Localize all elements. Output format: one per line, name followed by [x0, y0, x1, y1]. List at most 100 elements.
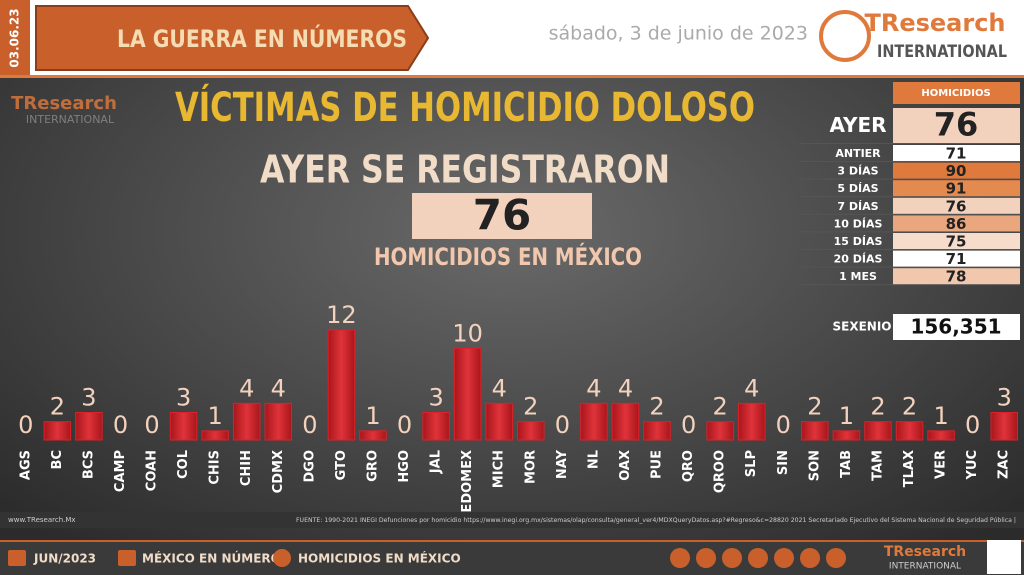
row-value: 78 [946, 268, 967, 286]
row-value: 76 [934, 106, 979, 144]
x-tick-label: TAM [870, 450, 885, 481]
row-line [800, 284, 1020, 286]
x-tick-label: MOR [523, 450, 538, 484]
bar [169, 412, 198, 441]
value-label: 1 [839, 402, 854, 430]
value-label: 1 [208, 402, 223, 430]
row-value: 71 [946, 250, 967, 268]
sexenio-label: SEXENIO [833, 320, 892, 334]
row-value: 71 [946, 145, 967, 163]
x-tick-label: SON [807, 450, 822, 481]
bar [895, 421, 924, 441]
value-label: 0 [555, 411, 570, 439]
value-label: 4 [618, 374, 633, 402]
tab-date: JUN/2023 [33, 552, 96, 566]
value-label: 0 [776, 411, 791, 439]
x-tick-label: NAY [555, 449, 570, 479]
bar-chart: 0 AGS 2 BC 3 BCS 0 CAMP 0 COAH 3 COL 1 CHIS 4 CHIH 4 CDMX… [18, 301, 1018, 513]
logo-main: TResearch [864, 9, 1005, 37]
value-label: 0 [113, 411, 128, 439]
value-label: 2 [713, 393, 728, 421]
row-cell [893, 197, 1020, 214]
x-tick-label: NL [586, 450, 601, 469]
x-tick-label: VER [934, 450, 949, 479]
x-tick-label: TLAX [902, 450, 917, 487]
row-line [800, 231, 1020, 233]
value-label: 0 [681, 411, 696, 439]
row-value: 76 [946, 197, 967, 215]
footer-logo-sub: INTERNATIONAL [889, 562, 961, 572]
row-line [800, 196, 1020, 198]
bar [485, 402, 513, 441]
row-value: 86 [946, 215, 967, 233]
value-label: 3 [997, 384, 1012, 412]
x-tick-label: QRO [681, 450, 696, 482]
x-tick-label: OAX [618, 450, 633, 481]
x-tick-label: PUE [650, 450, 665, 479]
value-label: 2 [50, 393, 65, 421]
x-tick-label: AGS [18, 450, 33, 480]
value-label: 0 [144, 411, 159, 439]
x-tick-label: CDMX [271, 450, 286, 493]
row-cell [893, 268, 1020, 285]
banner [35, 5, 430, 71]
bar [232, 402, 261, 441]
bar [359, 430, 387, 441]
value-label: 0 [18, 411, 33, 439]
x-tick-label: CHIS [208, 450, 223, 485]
tab-homicidios: HOMICIDIOS EN MÉXICO [298, 551, 461, 566]
row-cell [893, 233, 1020, 249]
value-label: 12 [326, 301, 357, 329]
bar [264, 402, 293, 441]
bar [801, 421, 829, 441]
bar [453, 347, 482, 441]
value-label: 0 [965, 411, 980, 439]
value-label: 2 [807, 393, 822, 421]
value-label: 4 [271, 374, 286, 402]
row-value: 90 [946, 162, 967, 180]
x-tick-label: EDOMEX [460, 450, 475, 513]
value-label: 2 [902, 393, 917, 421]
value-label: 4 [586, 374, 601, 402]
row-label: ANTIER [835, 147, 881, 160]
row-cell [893, 108, 1020, 143]
x-tick-label: CAMP [113, 450, 128, 492]
value-label: 2 [523, 393, 538, 421]
bottom-rule [0, 540, 1024, 542]
bar [643, 421, 671, 441]
x-tick-label: TAB [839, 450, 854, 478]
summary-table: AYER 76 ANTIER 71 3 DÍAS 90 5 DÍAS 91 7 DÍAS 76 10… [800, 106, 1020, 286]
bar [517, 421, 545, 441]
row-line [800, 213, 1020, 215]
headline-value: 76 [473, 191, 531, 240]
x-tick-label: YUC [965, 450, 980, 481]
watermark-sub: INTERNATIONAL [26, 113, 115, 126]
row-line [800, 161, 1020, 162]
bar [327, 329, 356, 441]
headline-line1: AYER SE REGISTRARON [260, 148, 670, 192]
value-label: 3 [176, 384, 191, 412]
x-tick-label: GRO [365, 450, 380, 482]
x-tick-label: COL [176, 450, 191, 479]
row-line [800, 266, 1020, 268]
header-rule [0, 75, 1024, 78]
row-line [800, 178, 1020, 180]
x-tick-label: JAL [429, 450, 444, 474]
banner-text: LA GUERRA EN NÚMEROS [117, 23, 407, 53]
value-label: 0 [397, 411, 412, 439]
footer-site: www.TResearch.Mx [8, 516, 76, 524]
bar [706, 421, 734, 441]
footer-source: FUENTE: 1990-2021 INEGI Defunciones por … [296, 516, 1016, 524]
bar [832, 430, 861, 441]
row-value: 91 [946, 180, 967, 198]
row-line [800, 249, 1020, 250]
bar [864, 421, 892, 441]
summary-header-text: HOMICIDIOS [921, 88, 990, 99]
social-icons [670, 548, 846, 568]
row-label: AYER [829, 113, 886, 137]
footer-strip [0, 512, 1024, 528]
x-tick-label: BC [50, 450, 65, 469]
value-label: 0 [302, 411, 317, 439]
